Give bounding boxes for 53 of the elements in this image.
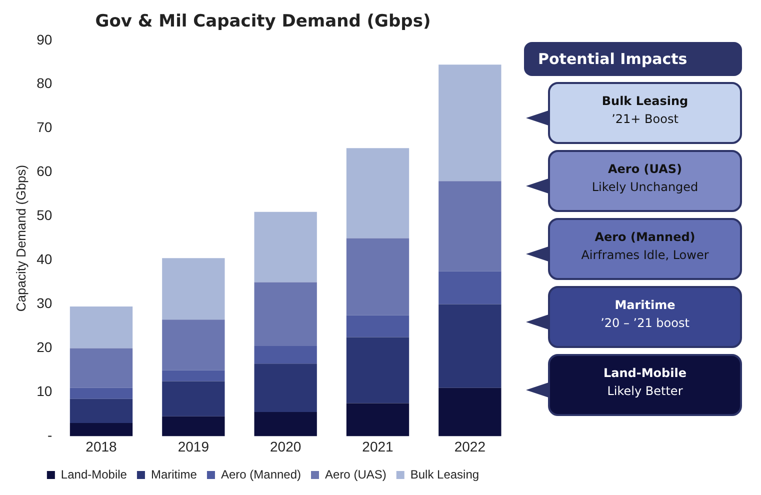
bar xyxy=(254,412,317,436)
text: Aero (UAS) Likely Unchanged xyxy=(548,150,742,212)
chart-title: Gov & Mil Capacity Demand (Gbps) xyxy=(95,12,431,32)
bar xyxy=(254,212,317,282)
x-tick-label: 2020 xyxy=(270,438,302,454)
bar xyxy=(70,423,133,436)
y-tick-label: - xyxy=(48,427,52,444)
x-tick-label: 2022 xyxy=(454,438,486,454)
bar xyxy=(162,416,225,436)
bar xyxy=(162,320,225,370)
bar xyxy=(438,271,502,304)
bar xyxy=(346,148,410,238)
y-tick-label: 60 xyxy=(36,163,52,180)
y-tick-label: 90 xyxy=(36,31,52,48)
legend-label: Aero (Manned) xyxy=(220,467,302,482)
bar xyxy=(254,364,317,412)
bar xyxy=(346,238,410,316)
x-tick-label: 2018 xyxy=(86,438,118,454)
x-tick-label: 2019 xyxy=(178,438,210,454)
bar xyxy=(346,403,410,436)
bar xyxy=(162,258,225,320)
bar xyxy=(254,282,317,346)
x-tick-label: 2021 xyxy=(362,438,394,454)
y-tick-label: 30 xyxy=(36,295,52,312)
text: Aero (Manned) Airframes Idle, Lower xyxy=(548,218,742,280)
bar xyxy=(162,381,225,416)
bar xyxy=(70,348,133,388)
text: Potential Impacts xyxy=(524,42,742,76)
y-tick-label: 20 xyxy=(36,339,52,356)
y-tick-label: 50 xyxy=(36,207,52,224)
bar xyxy=(254,346,317,364)
text: Land-Mobile Likely Better xyxy=(548,354,742,416)
bar xyxy=(438,64,502,182)
y-tick-label: 80 xyxy=(36,75,52,92)
text: Maritime ’20 – ’21 boost xyxy=(548,286,742,348)
bar xyxy=(70,306,133,348)
text: Bulk Leasing ’21+ Boost xyxy=(548,82,742,144)
bar xyxy=(438,388,502,436)
bar xyxy=(438,304,502,388)
bar xyxy=(346,337,410,404)
bar xyxy=(346,315,410,338)
y-axis-title: Capacity Demand (Gbps) xyxy=(13,164,28,312)
legend-label: Bulk Leasing xyxy=(410,467,480,482)
y-tick-label: 10 xyxy=(36,383,52,400)
legend-label: Aero (UAS) xyxy=(325,467,386,482)
bar xyxy=(70,388,133,399)
bar xyxy=(70,398,133,424)
legend-label: Maritime xyxy=(150,467,198,482)
y-tick-label: 40 xyxy=(36,251,52,268)
legend-label: Land-Mobile xyxy=(60,467,128,482)
y-tick-label: 70 xyxy=(36,119,52,136)
bar xyxy=(438,181,502,272)
bar xyxy=(162,370,225,382)
